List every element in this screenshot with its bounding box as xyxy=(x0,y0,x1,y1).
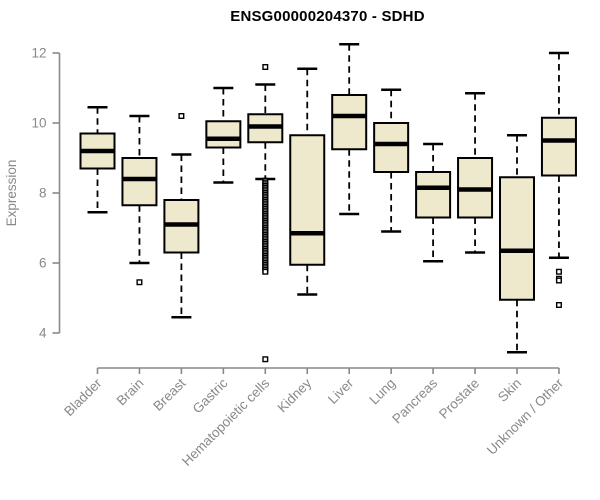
x-tick-label-prostate: Prostate xyxy=(436,376,482,422)
chart-title: ENSG00000204370 - SDHD xyxy=(230,8,425,25)
x-tick-label-pancreas: Pancreas xyxy=(389,375,440,426)
box-pancreas xyxy=(415,142,452,263)
y-tick-label: 10 xyxy=(31,116,46,131)
x-tick-label-kidney: Kidney xyxy=(275,375,315,415)
outlier-point xyxy=(178,112,185,119)
iqr-box xyxy=(499,176,535,301)
box-lung xyxy=(373,88,410,233)
box-unknown-other xyxy=(540,51,577,309)
y-tick-label: 6 xyxy=(39,256,47,271)
outlier-point xyxy=(262,63,269,70)
box-breast xyxy=(163,112,200,319)
iqr-box xyxy=(289,134,326,266)
iqr-box xyxy=(205,120,242,149)
x-tick-label-gastric: Gastric xyxy=(190,375,231,416)
iqr-box xyxy=(540,116,577,177)
box-hematopoietic-cells xyxy=(247,63,284,363)
y-tick-label: 8 xyxy=(39,186,47,201)
outlier-point xyxy=(262,268,269,275)
outlier-point xyxy=(555,302,562,309)
y-axis-title: Expression xyxy=(4,160,19,227)
y-axis: 4 6 8 10 12 Expression xyxy=(4,46,61,341)
y-tick-label: 12 xyxy=(31,46,46,61)
x-tick-label-skin: Skin xyxy=(495,376,524,405)
box-bladder xyxy=(79,106,116,214)
box-prostate xyxy=(457,92,494,254)
x-tick-label-lung: Lung xyxy=(366,376,398,408)
iqr-box xyxy=(415,171,452,219)
x-tick-label-unknown-other: Unknown / Other xyxy=(484,375,567,458)
x-tick-label-bladder: Bladder xyxy=(61,375,105,419)
iqr-box xyxy=(121,157,158,207)
outlier-point xyxy=(136,279,143,286)
x-tick-label-liver: Liver xyxy=(325,375,357,407)
x-tick-label-breast: Breast xyxy=(150,375,188,413)
outlier-point xyxy=(555,268,562,275)
box-liver xyxy=(331,43,368,216)
outlier-point xyxy=(555,277,562,284)
iqr-box xyxy=(331,94,368,151)
box-brain xyxy=(121,114,158,286)
box-skin xyxy=(499,134,535,354)
box-kidney xyxy=(289,67,326,296)
outlier-point xyxy=(262,356,269,363)
box-gastric xyxy=(205,86,242,184)
x-tick-label-brain: Brain xyxy=(114,376,147,409)
y-tick-label: 4 xyxy=(39,326,47,341)
iqr-box xyxy=(373,122,410,173)
